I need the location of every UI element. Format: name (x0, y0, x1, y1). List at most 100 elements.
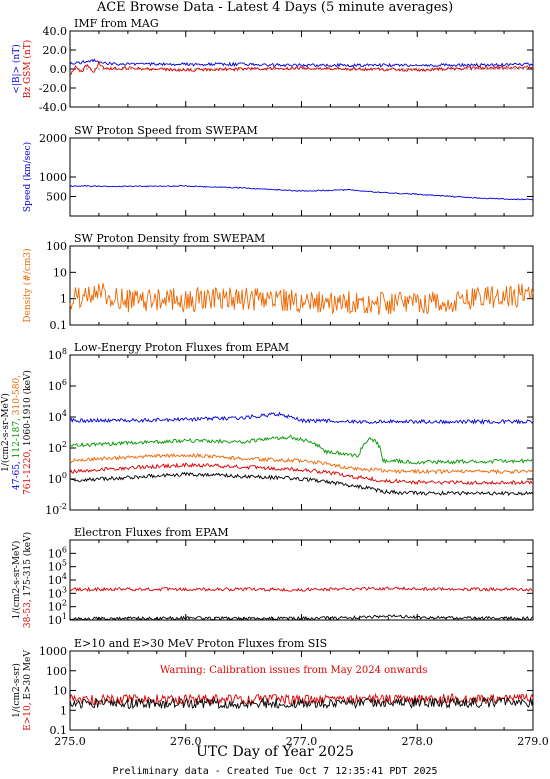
plot-frame (69, 354, 534, 511)
y-axis-label: <|B|> (nT) (11, 44, 22, 93)
y-tick-exponent: 1 (62, 612, 67, 621)
y-tick-label: 106 (48, 378, 67, 393)
y-tick-exponent: 2 (62, 599, 67, 608)
y-tick-exponent: 4 (62, 572, 67, 581)
y-axis-label-part: 1060-1910 (keV) (22, 370, 33, 449)
y-axis-label: 1/(cm2-s-sr-MeV) (11, 541, 22, 620)
panel-2: SW Proton Speed from SWEPAM 2000 1000 500 Sp… (22, 124, 534, 217)
y-axis-label-part: 175-315 (keV) (22, 532, 33, 599)
plot-frame (69, 539, 534, 621)
panel-4: Low-Energy Proton Fluxes from EPAM 108 106… (0, 341, 534, 517)
y-axis-label-part: <|B|> (nT) (11, 44, 22, 93)
series--b- (69, 58, 534, 68)
panel-title: E>10 and E>30 MeV Proton Fluxes from SIS (74, 637, 327, 650)
x-tick-label: 275.0 (54, 735, 86, 748)
y-axis-label: E>10, E>30 MeV (23, 650, 33, 731)
y-tick-label: -40.0 (39, 101, 67, 114)
y-tick-label: 1 (60, 293, 67, 306)
y-axis-label: Density (#/cm3) (22, 248, 33, 322)
y-tick-label: 100 (46, 665, 67, 678)
y-tick-label: 500 (46, 191, 67, 204)
x-axis-label: UTC Day of Year 2025 (196, 744, 354, 760)
x-tick-label: 279.0 (517, 735, 549, 748)
y-tick-label: 0.0 (50, 63, 68, 76)
y-tick-exponent: 6 (62, 545, 67, 554)
y-tick-exponent: 3 (62, 585, 67, 594)
y-axis-label-part: Bz GSM (nT) (22, 40, 33, 98)
y-axis-label: Speed (km/sec) (22, 142, 33, 212)
figure-title: ACE Browse Data - Latest 4 Days (5 minut… (96, 0, 454, 15)
y-axis-label-part: 38-53, (23, 599, 33, 628)
y-axis-label-part: E>10, (23, 702, 33, 730)
y-tick-label: 0.1 (50, 319, 68, 332)
y-tick-exponent: 4 (62, 409, 67, 418)
series-175-315-kev (69, 614, 534, 621)
y-axis-label: 1/(cm2-s-sr) (11, 663, 22, 718)
series-310-580-kev (69, 452, 534, 475)
panel-3: SW Proton Density from SWEPAM 100 10 1 0.1 De… (22, 232, 534, 332)
y-tick-label: -20.0 (39, 82, 67, 95)
calibration-warning: Warning: Calibration issues from May 202… (160, 665, 427, 676)
footer-text: Preliminary data - Created Tue Oct 7 12:… (112, 766, 438, 777)
panel-6: E>10 and E>30 MeV Proton Fluxes from SIS… (11, 637, 534, 737)
panel-title: SW Proton Density from SWEPAM (74, 232, 265, 245)
panel-title: SW Proton Speed from SWEPAM (74, 124, 258, 137)
y-tick-label: 20.0 (43, 44, 68, 57)
y-tick-label: 1000 (39, 645, 67, 658)
series-e-10-mev (69, 692, 534, 706)
y-tick-exponent: 8 (62, 347, 67, 356)
y-axis-label: 1/(cm2-s-sr-MeV) (0, 393, 11, 472)
series-38-53-kev (69, 586, 534, 592)
y-tick-label: 104 (48, 409, 67, 424)
series-1060-1910-kev (69, 471, 534, 496)
y-axis-label-part: Speed (km/sec) (22, 142, 33, 212)
y-tick-label: 100 (48, 471, 67, 486)
y-tick-exponent: 2 (62, 440, 67, 449)
x-tick-label: 277.0 (286, 735, 318, 748)
y-axis-label-part: E>30 MeV (23, 650, 33, 703)
panel-5: Electron Fluxes from EPAM106105104103102… (11, 526, 534, 628)
y-tick-label: 100 (46, 240, 67, 253)
series-bz-gsm (69, 60, 534, 76)
y-tick-label: 102 (48, 440, 67, 455)
y-tick-label: 10 (53, 685, 67, 698)
x-tick-label: 278.0 (402, 735, 434, 748)
y-tick-label: 0.1 (50, 724, 68, 737)
y-axis-label-part: Density (#/cm3) (22, 248, 33, 322)
y-axis-label-part: 1/(cm2-s-sr-MeV) (11, 541, 22, 620)
plot-frame (69, 245, 534, 326)
y-axis-label-part: 310-580, (12, 375, 22, 418)
plot-frame (69, 137, 534, 217)
series-112-187-kev (69, 434, 534, 465)
y-axis-label: 47-65, 112-187, 310-580, (12, 375, 22, 490)
y-tick-label: 10-2 (45, 502, 67, 517)
panel-title: Low-Energy Proton Fluxes from EPAM (74, 341, 289, 354)
y-tick-exponent: 6 (62, 378, 67, 387)
series-761-1220-kev (69, 462, 534, 486)
y-tick-exponent: 0 (62, 471, 67, 480)
panel-1: IMF from MAG 40.0 20.0 0.0 -20.0 -40.0 <|B|> (… (11, 17, 534, 114)
y-tick-label: 1 (60, 704, 67, 717)
x-tick-label: 276.0 (170, 735, 202, 748)
y-axis-label-part: 47-65, (12, 461, 22, 490)
y-tick-label: 40.0 (43, 25, 68, 38)
y-tick-label: 1000 (39, 171, 67, 184)
y-tick-exponent: -2 (59, 502, 67, 511)
y-tick-label: 10 (53, 266, 67, 279)
series-47-65-kev (69, 411, 534, 425)
y-axis-label-part: 1/(cm2-s-sr) (11, 663, 22, 718)
panel-title: Electron Fluxes from EPAM (74, 526, 229, 539)
y-tick-label: 2000 (39, 132, 67, 145)
y-axis-label-part: 1/(cm2-s-sr-MeV) (0, 393, 11, 472)
y-tick-exponent: 5 (62, 559, 67, 568)
y-axis-label-part: 761-1220, (23, 449, 33, 495)
y-axis-label-part: 112-187, (12, 418, 22, 461)
y-tick-label: 108 (48, 347, 67, 362)
y-axis-label: 38-53, 175-315 (keV) (22, 532, 33, 628)
y-axis-label: 761-1220, 1060-1910 (keV) (22, 370, 33, 495)
series-density (69, 283, 534, 315)
y-tick-label: 101 (48, 612, 67, 627)
panel-title: IMF from MAG (74, 17, 159, 30)
series-speed (69, 185, 534, 201)
